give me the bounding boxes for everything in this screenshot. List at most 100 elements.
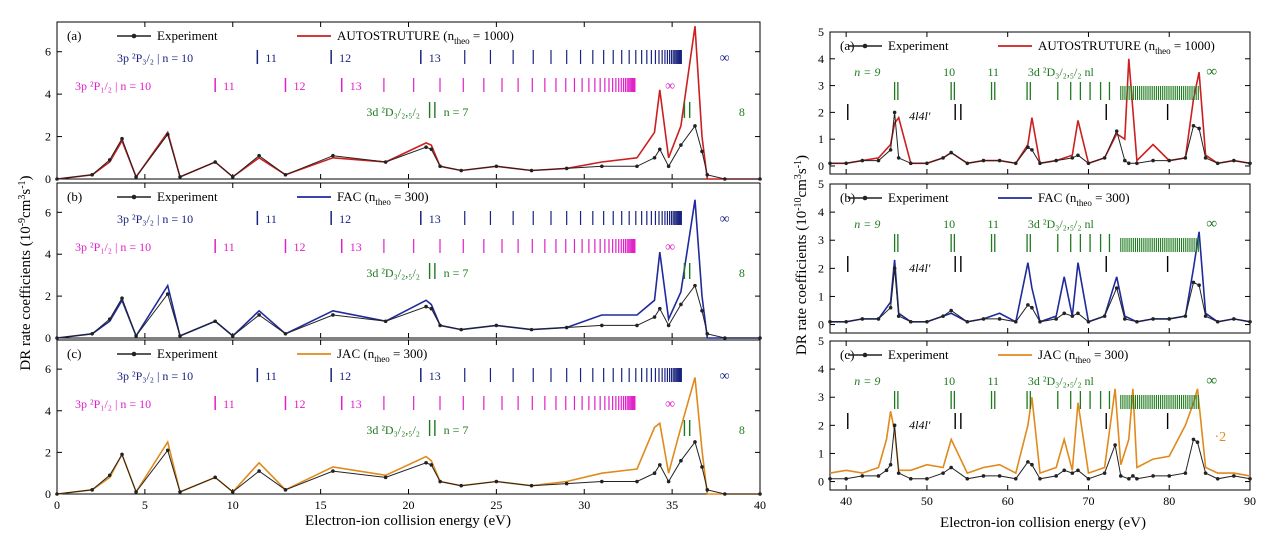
y-tick-label: 0	[45, 487, 51, 501]
experiment-point	[1076, 468, 1080, 473]
series-3p32-level: 11	[265, 51, 277, 65]
experiment-point	[1248, 161, 1252, 166]
experiment-point	[1127, 161, 1131, 166]
experiment-point	[1248, 476, 1252, 481]
experiment-series-line	[56, 124, 760, 180]
panel-label: (c)	[67, 346, 81, 361]
experiment-series-line	[830, 112, 1251, 164]
experiment-point	[876, 158, 881, 163]
series-3p12-level: 13	[350, 397, 362, 411]
legend-exp-marker	[131, 351, 137, 357]
series-3d-limit: ∞	[1206, 64, 1217, 80]
series-3p12-label: 3p ²P₁/₂ | n = 10	[75, 397, 151, 411]
experiment-point	[1151, 317, 1155, 321]
experiment-point	[876, 474, 881, 478]
experiment-point	[1013, 319, 1018, 324]
experiment-point	[723, 177, 727, 181]
experiment-point	[331, 469, 335, 473]
experiment-point	[860, 474, 865, 478]
series-3p32-label: 3p ²P₃/₂ | n = 10	[117, 212, 193, 226]
right-y-axis-label: DR rate coefficients (10-10cm3s-1)	[793, 155, 810, 355]
experiment-point	[965, 476, 970, 481]
experiment-point	[424, 145, 428, 149]
experiment-point	[494, 323, 499, 328]
series-3p32-level: 12	[339, 369, 351, 383]
experiment-point	[1054, 474, 1058, 478]
experiment-point	[1030, 462, 1034, 467]
experiment-point	[178, 490, 182, 494]
experiment-point	[1038, 161, 1042, 166]
series-3p32-level: 11	[265, 369, 277, 383]
experiment-point	[1195, 440, 1200, 445]
series-3p32-limit: ∞	[720, 212, 730, 227]
config-4l4l-label: 4l4l′	[909, 418, 931, 432]
experiment-point	[949, 150, 953, 155]
chart-panel-right-c: 0 1 2 3 4 5 40 50 60 70 80 90 (c) Experiment JAC (nthe…	[818, 334, 1256, 508]
y-tick-label: 6	[45, 205, 51, 219]
y-tick-label: 0	[45, 331, 51, 345]
legend-exp-label: Experiment	[157, 28, 218, 43]
plot-frame	[829, 31, 1251, 175]
series-3d-n: n = 7	[444, 105, 469, 119]
series-n9-label: n = 9	[854, 217, 880, 231]
y-tick-label: 4	[818, 52, 824, 66]
experiment-point	[700, 465, 704, 469]
experiment-point	[1232, 317, 1236, 321]
experiment-point	[884, 468, 889, 473]
experiment-point	[1054, 317, 1058, 321]
chart-panel-left-b: 0 2 4 6 (b) Experiment FAC (ntheo = 300) 3p ²P₃…	[45, 182, 762, 345]
experiment-point	[1114, 129, 1119, 133]
series-3p32-level: 13	[429, 212, 441, 226]
experiment-point	[1070, 314, 1075, 318]
experiment-point	[424, 460, 428, 465]
experiment-point	[723, 336, 727, 340]
legend-exp-marker	[131, 194, 137, 200]
experiment-point	[1183, 471, 1188, 475]
y-tick-label: 5	[818, 334, 824, 348]
experiment-point	[1102, 156, 1107, 160]
x-tick-label: 25	[490, 498, 502, 512]
experiment-point	[230, 490, 235, 494]
chart-panel-left-c: 0 2 4 6 0 5 10 15 20 25 30 35 40 (c) Experiment JAC (nt…	[45, 339, 766, 512]
experiment-point	[1135, 161, 1139, 166]
experiment-point	[1038, 319, 1042, 324]
series-3d-label: 3d ²D₃/₂,₅/₂	[366, 266, 420, 280]
left-x-axis-label: Electron-ion collision energy (eV)	[305, 513, 511, 529]
experiment-point	[178, 334, 182, 338]
experiment-point	[1191, 123, 1196, 128]
experiment-point	[693, 283, 697, 288]
experiment-point	[666, 164, 671, 169]
legend-exp-marker	[862, 352, 868, 358]
y-tick-label: 0	[818, 475, 824, 489]
legend-theory-label: FAC (ntheo = 300)	[1038, 190, 1130, 208]
x-tick-label: 20	[403, 498, 415, 512]
experiment-point	[383, 160, 388, 164]
x-tick-label: 40	[840, 494, 852, 508]
panel-label: (a)	[840, 38, 854, 53]
experiment-point	[165, 132, 170, 137]
experiment-point	[1076, 153, 1080, 158]
experiment-point	[981, 474, 986, 478]
y-tick-label: 6	[45, 45, 51, 59]
experiment-point	[758, 492, 762, 496]
experiment-point	[941, 156, 945, 160]
panel-label: (b)	[840, 190, 855, 205]
experiment-point	[679, 458, 683, 463]
series-3d-level: 8	[739, 423, 745, 437]
plot-frame	[56, 339, 761, 495]
legend-theory-label: FAC (ntheo = 300)	[337, 189, 429, 207]
experiment-point	[1062, 468, 1067, 473]
experiment-point	[705, 488, 710, 492]
experiment-series-line	[830, 268, 1251, 323]
experiment-point	[666, 479, 671, 484]
experiment-point	[652, 471, 657, 475]
experiment-point	[1203, 314, 1208, 318]
experiment-point	[429, 463, 434, 467]
experiment-point	[896, 156, 901, 160]
experiment-point	[564, 481, 569, 486]
experiment-point	[1248, 319, 1252, 324]
chart-panel-left-a: 0 2 4 6 (a) Experiment AUTOSTRUTURE (ntheo = 1…	[45, 21, 762, 186]
experiment-point	[1076, 311, 1080, 316]
series-3p12-level: 11	[223, 397, 235, 411]
series-3p12-level: 12	[293, 240, 305, 254]
